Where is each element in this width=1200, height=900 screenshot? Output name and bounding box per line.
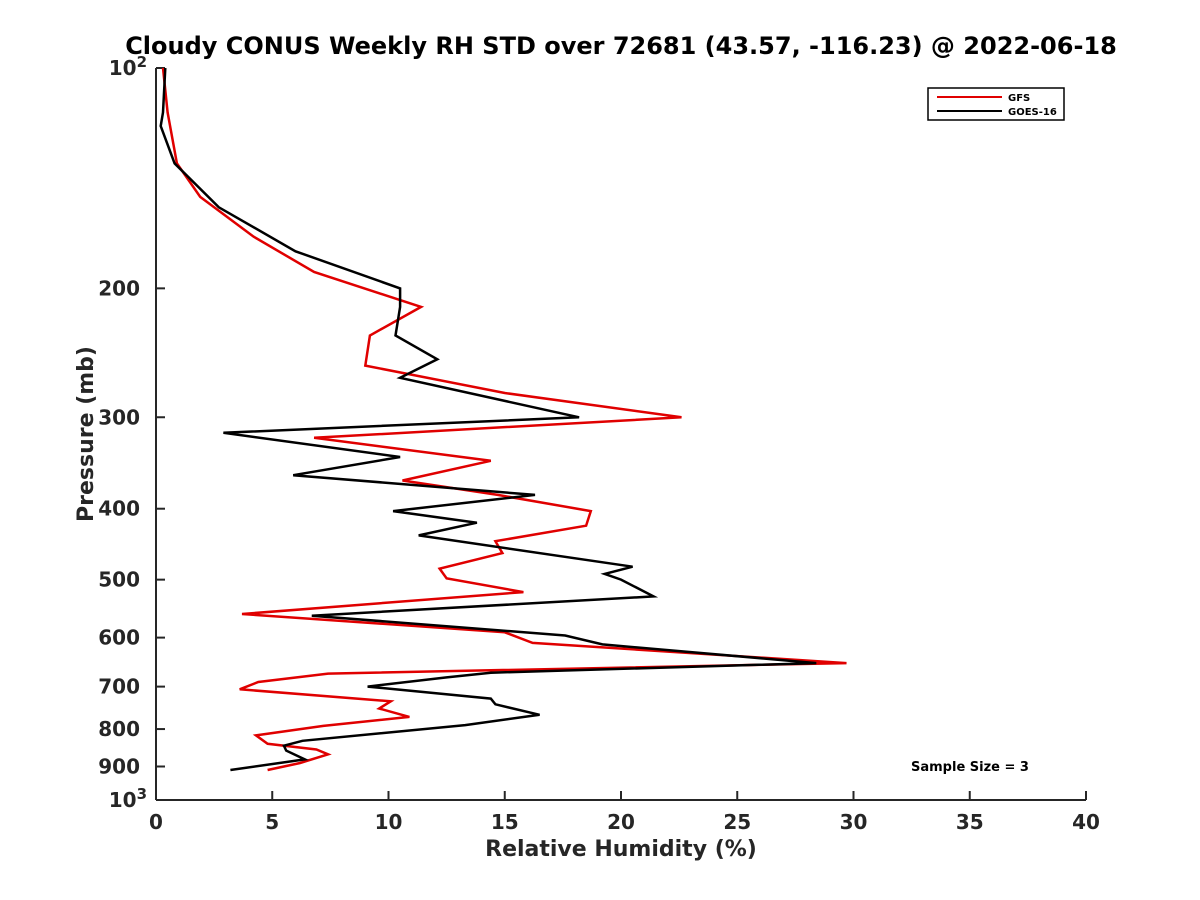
series-layer bbox=[159, 67, 847, 772]
chart-title: Cloudy CONUS Weekly RH STD over 72681 (4… bbox=[125, 32, 1117, 60]
y-tick-label: 600 bbox=[98, 626, 140, 650]
legend-label-goes16: GOES-16 bbox=[1008, 107, 1057, 118]
x-tick-label: 10 bbox=[375, 810, 403, 834]
y-axis-label: Pressure (mb) bbox=[74, 346, 99, 522]
y-tick-label: 200 bbox=[98, 276, 140, 300]
y-tick-label: 500 bbox=[98, 568, 140, 592]
legend-label-gfs: GFS bbox=[1008, 93, 1030, 104]
legend-box bbox=[927, 87, 1065, 121]
plot-area: 0 5 10 15 20 25 30 35 40 102 200 300 400 500 600 700 80… bbox=[98, 53, 1100, 834]
x-tick-label: 15 bbox=[491, 810, 519, 834]
sample-size-annotation: Sample Size = 3 bbox=[911, 760, 1029, 775]
x-ticks: 0 5 10 15 20 25 30 35 40 bbox=[149, 791, 1100, 834]
x-tick-label: 20 bbox=[607, 810, 635, 834]
series-line-gfs bbox=[161, 67, 847, 772]
series-line-goes-16 bbox=[159, 67, 817, 772]
y-tick-label: 400 bbox=[98, 497, 140, 521]
x-tick-label: 30 bbox=[840, 810, 868, 834]
y-tick-label: 700 bbox=[98, 675, 140, 699]
y-tick-label: 103 bbox=[109, 785, 147, 812]
y-ticks: 102 200 300 400 500 600 700 800 900 103 bbox=[98, 53, 165, 812]
x-tick-label: 5 bbox=[265, 810, 279, 834]
legend: GFS GOES-16 bbox=[927, 87, 1065, 121]
y-tick-label: 102 bbox=[109, 53, 147, 80]
y-tick-label: 300 bbox=[98, 405, 140, 429]
y-tick-label: 800 bbox=[98, 717, 140, 741]
x-tick-label: 25 bbox=[723, 810, 751, 834]
x-tick-label: 35 bbox=[956, 810, 984, 834]
y-tick-label: 900 bbox=[98, 755, 140, 779]
x-tick-label: 40 bbox=[1072, 810, 1100, 834]
x-axis-label: Relative Humidity (%) bbox=[485, 837, 757, 862]
x-tick-label: 0 bbox=[149, 810, 163, 834]
